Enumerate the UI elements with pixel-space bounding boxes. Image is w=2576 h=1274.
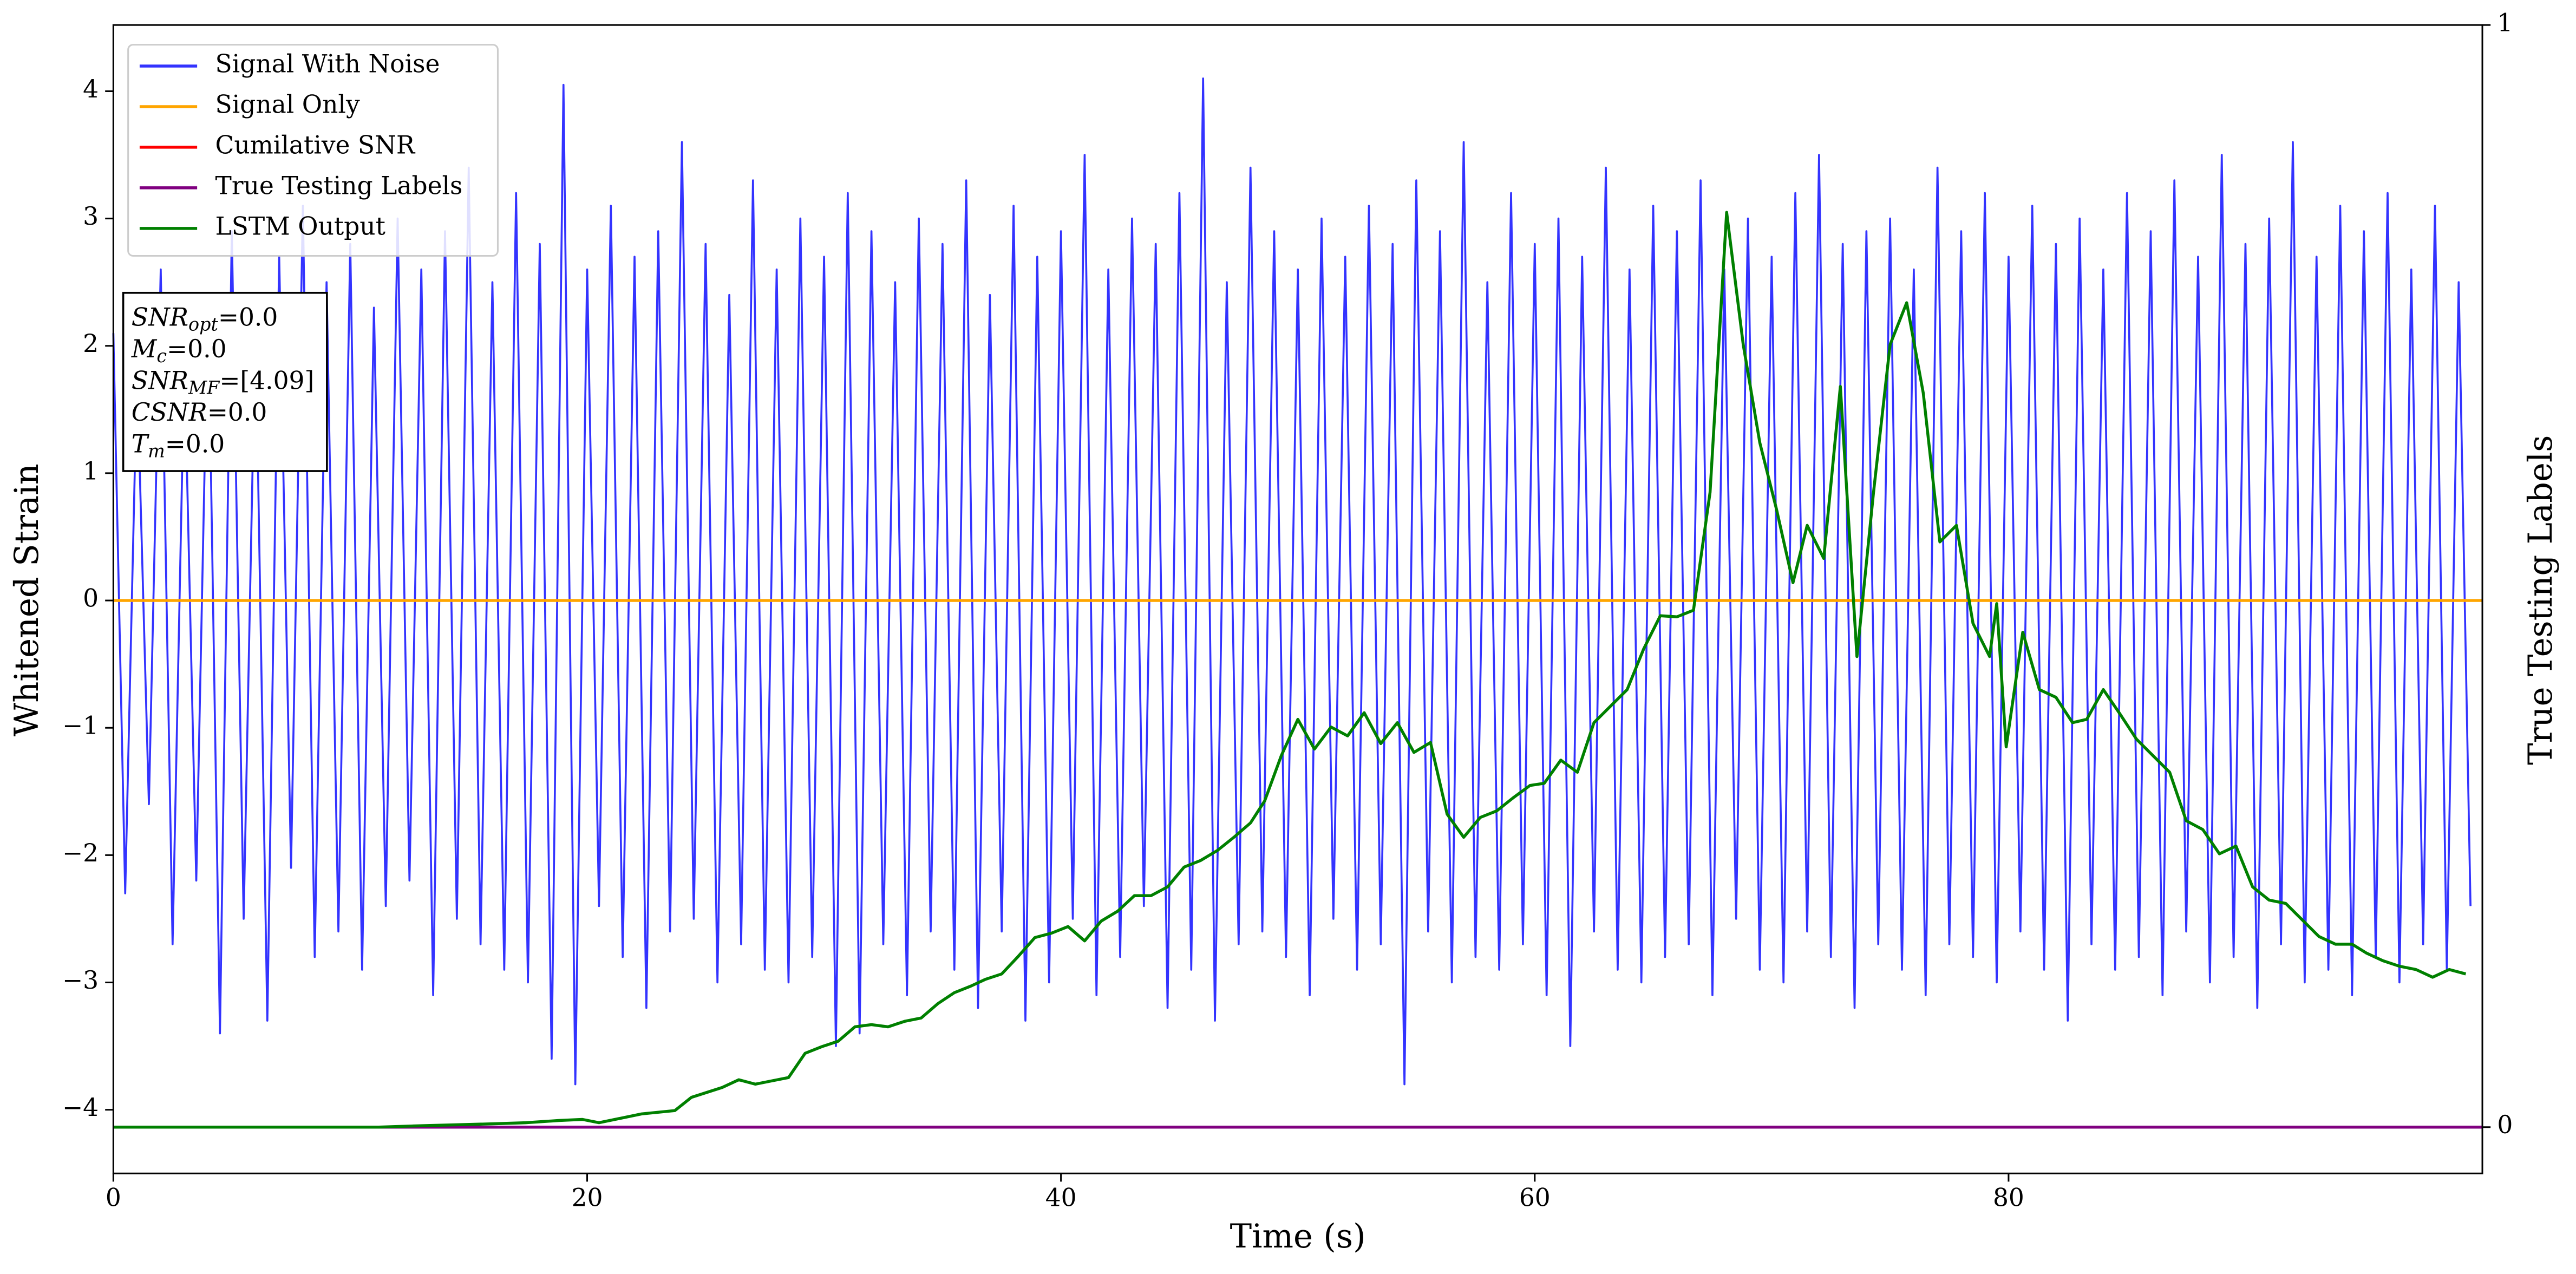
y2-tick-label: 0 (2497, 1110, 2513, 1139)
legend-label: True Testing Labels (215, 171, 463, 200)
y2-tick-label: 1 (2497, 9, 2513, 37)
series-line (112, 77, 2472, 1086)
y-tick-label: −3 (62, 966, 99, 995)
annotation-symbol: SNR (132, 366, 188, 395)
legend-label: Cumilative SNR (215, 130, 416, 159)
x-tick-label: 40 (1045, 1183, 1077, 1212)
y-tick-label: 4 (83, 75, 99, 103)
annotation-value: =[4.09] (219, 366, 314, 395)
plot-frame (112, 24, 2483, 1174)
annotation-symbol: SNR (132, 303, 188, 331)
y-tick-label: 3 (83, 202, 99, 231)
annotation-line: Tm=0.0 (132, 429, 225, 462)
annotation-symbol: T (132, 429, 150, 458)
series-line (113, 211, 2467, 1129)
annotation-line: CSNR=0.0 (132, 398, 267, 427)
annotation-value: =0.0 (207, 398, 267, 427)
legend-label: Signal Only (215, 90, 360, 119)
x-tick-label: 60 (1519, 1183, 1551, 1212)
annotation-line: SNRMF=[4.09] (132, 366, 315, 398)
annotation-symbol: CSNR (132, 398, 207, 427)
annotation-subscript: opt (188, 313, 218, 335)
x-axis-label: Time (s) (1230, 1218, 1366, 1256)
annotation-subscript: m (148, 441, 165, 462)
x-tick-label: 0 (106, 1183, 121, 1212)
annotation-value: =0.0 (218, 303, 278, 331)
annotation-value: =0.0 (167, 334, 226, 363)
annotation-line: SNRopt=0.0 (132, 303, 278, 335)
y-tick-label: 2 (83, 329, 99, 358)
annotation-subscript: MF (188, 377, 220, 398)
legend-box (127, 44, 499, 257)
x-tick-label: 20 (572, 1183, 603, 1212)
legend-label: Signal With Noise (215, 50, 440, 79)
x-tick-label: 80 (1993, 1183, 2024, 1212)
y-tick-label: 1 (83, 456, 99, 485)
y-tick-label: −4 (62, 1093, 99, 1122)
y-axis-label: Whitened Strain (8, 463, 46, 736)
y-tick-label: 0 (83, 584, 99, 613)
annotation-symbol: M (131, 334, 158, 363)
annotation-subscript: c (156, 345, 167, 367)
plot-area (112, 77, 2483, 1129)
y-tick-label: −1 (62, 711, 99, 740)
y-tick-label: −2 (62, 839, 99, 867)
annotation-line: Mc=0.0 (131, 334, 227, 367)
annotation-box (122, 291, 328, 472)
legend-label: LSTM Output (215, 212, 385, 240)
annotation-value: =0.0 (165, 429, 225, 458)
y2-axis-label: True Testing Labels (2522, 435, 2560, 765)
